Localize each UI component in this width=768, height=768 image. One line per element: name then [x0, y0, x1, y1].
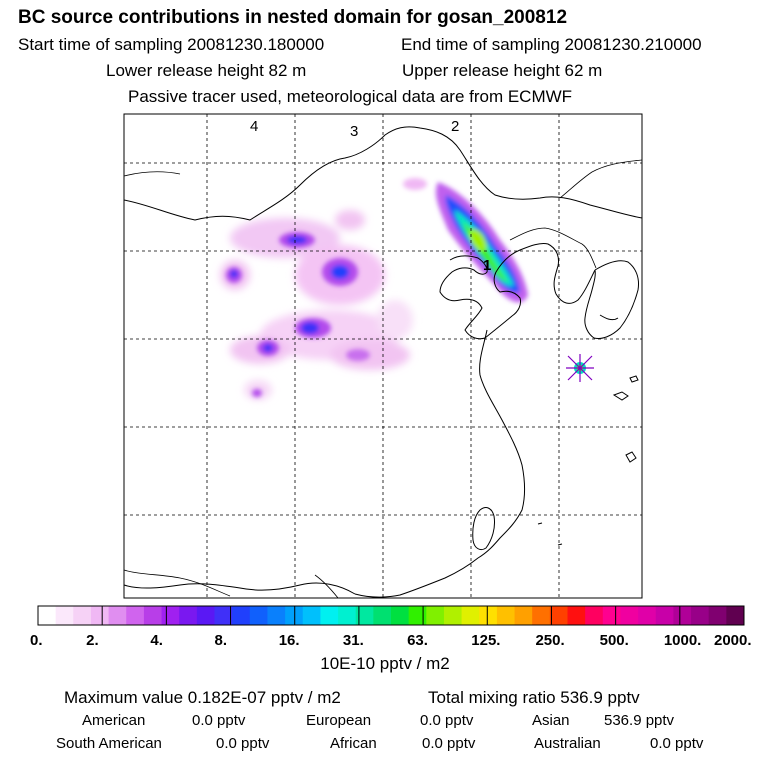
colorbar-label: 125.: [471, 632, 500, 649]
colorbar-frame: [37, 605, 745, 626]
tracer-note: Passive tracer used, meteorological data…: [128, 87, 573, 106]
colorbar-swatch: [143, 606, 163, 625]
region-name: Asian: [532, 712, 570, 729]
day-label-1: 1: [483, 257, 491, 274]
colorbar-swatch: [338, 606, 357, 625]
colorbar-swatch: [620, 606, 639, 625]
colorbar-swatch: [285, 606, 304, 625]
lower-height-label: Lower release height 82 m: [106, 61, 307, 80]
upper-height-label: Upper release height 62 m: [402, 61, 603, 80]
colorbar-swatch: [73, 606, 92, 625]
colorbar-swatch: [496, 606, 516, 625]
colorbar-label: 250.: [535, 632, 564, 649]
colorbar-unit: 10E-10 pptv / m2: [320, 654, 449, 673]
colorbar-swatch: [691, 606, 710, 625]
colorbar-swatch: [514, 606, 533, 625]
colorbar-swatch: [355, 606, 374, 625]
colorbar-swatch: [232, 606, 251, 625]
colorbar-swatch: [267, 606, 286, 625]
total-mixing-ratio: Total mixing ratio 536.9 pptv: [428, 688, 640, 707]
region-name: European: [306, 712, 371, 729]
footprint-cores: [226, 232, 370, 397]
colorbar-swatch: [373, 606, 392, 625]
colorbar-swatch: [108, 606, 127, 625]
colorbar-swatch: [479, 606, 498, 625]
colorbar-swatch: [673, 606, 692, 625]
colorbar-label: 8.: [215, 632, 228, 649]
coastlines: [124, 126, 642, 598]
colorbar-label: 2.: [86, 632, 99, 649]
colorbar-swatch: [320, 606, 339, 625]
colorbar-label: 500.: [600, 632, 629, 649]
colorbar-swatch: [585, 606, 604, 625]
colorbar-label: 0.: [30, 632, 43, 649]
end-time-label: End time of sampling 20081230.210000: [401, 35, 702, 54]
region-value: 0.0 pptv: [422, 735, 476, 752]
region-name: Australian: [534, 735, 601, 752]
start-time-label: Start time of sampling 20081230.180000: [18, 35, 325, 54]
colorbar-swatch: [408, 606, 427, 625]
colorbar-swatch: [55, 606, 74, 625]
colorbar-swatch: [126, 606, 145, 625]
region-value: 0.0 pptv: [650, 735, 704, 752]
colorbar-swatch: [532, 606, 551, 625]
colorbar-swatch: [638, 606, 657, 625]
colorbar-swatch: [196, 606, 215, 625]
colorbar-label: 1000.: [664, 632, 702, 649]
colorbar-swatch: [567, 606, 586, 625]
footprint-west: [220, 210, 413, 400]
colorbar-swatch: [179, 606, 198, 625]
colorbar-swatch: [426, 606, 445, 625]
region-name: South American: [56, 735, 162, 752]
day-label-2: 2: [451, 118, 459, 135]
colorbar-swatch: [461, 606, 480, 625]
colorbar-swatch: [214, 606, 233, 625]
colorbar-swatch: [602, 606, 621, 625]
region-value: 0.0 pptv: [216, 735, 270, 752]
region-name: African: [330, 735, 377, 752]
colorbar-label: 4.: [150, 632, 163, 649]
colorbar-label: 16.: [279, 632, 300, 649]
colorbar-ticks: [101, 606, 681, 625]
map-title: BC source contributions in nested domain…: [18, 7, 568, 28]
colorbar-swatch: [391, 606, 410, 625]
day-label-4: 4: [250, 118, 258, 135]
colorbar-swatch: [549, 606, 568, 625]
colorbar-label: 2000.: [714, 632, 752, 649]
colorbar-swatch: [249, 606, 268, 625]
footprint-northeast: [403, 178, 528, 303]
colorbar-label: 63.: [407, 632, 428, 649]
colorbar-swatch: [726, 606, 745, 625]
region-value: 536.9 pptv: [604, 712, 675, 729]
colorbar-swatch: [302, 606, 321, 625]
colorbar-labels: 0. 2. 4. 8. 16. 31. 63. 125. 250. 500. 1000. 2000.: [30, 632, 752, 649]
colorbar-swatch: [655, 606, 674, 625]
max-value: Maximum value 0.182E-07 pptv / m2: [64, 688, 341, 707]
region-name: American: [82, 712, 145, 729]
day-label-3: 3: [350, 123, 358, 140]
colorbar-swatch: [443, 606, 463, 625]
region-value: 0.0 pptv: [192, 712, 246, 729]
lat-lon-grid: [124, 114, 642, 598]
borders: [124, 159, 642, 598]
region-value: 0.0 pptv: [420, 712, 474, 729]
receptor-star-icon: [566, 354, 594, 382]
colorbar: [38, 606, 745, 625]
colorbar-swatch: [90, 606, 110, 625]
colorbar-swatch: [161, 606, 180, 625]
colorbar-swatch: [38, 606, 57, 625]
colorbar-label: 31.: [343, 632, 364, 649]
map-frame: [123, 113, 643, 599]
map-area: [124, 114, 642, 598]
colorbar-swatch: [708, 606, 727, 625]
